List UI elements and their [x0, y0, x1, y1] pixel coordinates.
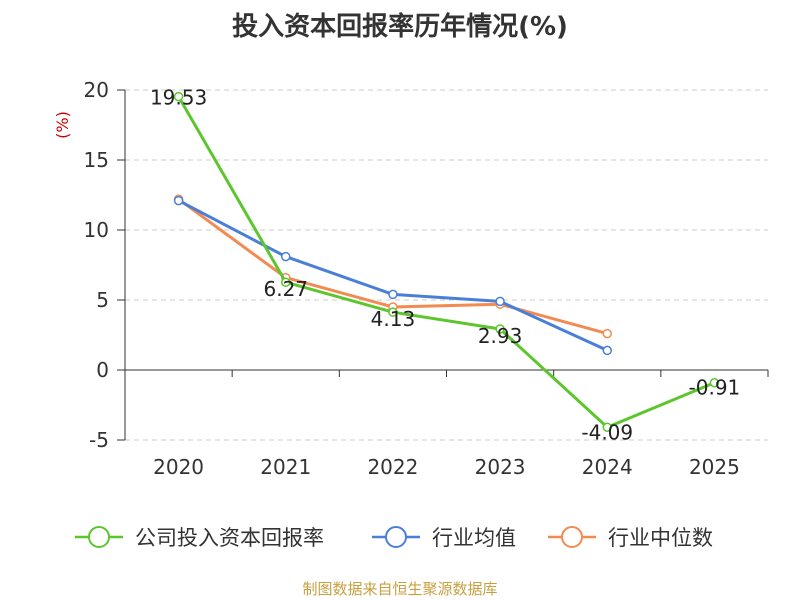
- data-label: 2.93: [478, 324, 523, 348]
- x-tick-label: 2023: [475, 455, 526, 479]
- data-point: [388, 289, 398, 300]
- series-line: [177, 95, 715, 429]
- x-tick-label: 2022: [367, 455, 418, 479]
- legend-marker: [561, 526, 583, 548]
- x-tick-label: 2025: [689, 455, 740, 479]
- y-tick-label: 20: [84, 78, 109, 102]
- chart-title: 投入资本回报率历年情况(%): [232, 12, 568, 42]
- data-label: 4.13: [371, 307, 416, 331]
- y-tick-label: 5: [96, 288, 109, 312]
- legend-label: 行业均值: [432, 526, 516, 550]
- data-point: [281, 277, 291, 287]
- y-tick-label: 10: [84, 218, 109, 242]
- legend-marker: [385, 526, 407, 548]
- data-point: [173, 195, 184, 206]
- y-tick-label: -5: [89, 428, 109, 452]
- x-tick-label: 2020: [153, 455, 204, 479]
- y-tick-label: 0: [96, 358, 109, 382]
- legend-marker: [88, 526, 110, 548]
- data-point: [495, 324, 505, 334]
- legend-label: 行业中位数: [608, 526, 713, 550]
- source-note: 制图数据来自恒生聚源数据库: [302, 580, 498, 598]
- data-point: [602, 328, 612, 339]
- data-label: -4.09: [581, 420, 633, 444]
- data-point: [495, 296, 505, 307]
- data-label: 6.27: [263, 277, 308, 301]
- data-point: [709, 377, 720, 388]
- data-point: [602, 345, 612, 356]
- data-point: [388, 307, 398, 317]
- data-label: -0.91: [689, 376, 741, 400]
- data-point: [281, 251, 291, 262]
- data-point: [173, 91, 184, 102]
- y-tick-label: 15: [84, 148, 109, 172]
- legend-label: 公司投入资本回报率: [135, 526, 324, 550]
- x-tick-label: 2021: [260, 455, 311, 479]
- y-axis-label: (%): [53, 111, 72, 139]
- x-tick-label: 2024: [582, 455, 633, 479]
- data-point: [602, 422, 612, 433]
- data-label: 19.53: [150, 86, 207, 110]
